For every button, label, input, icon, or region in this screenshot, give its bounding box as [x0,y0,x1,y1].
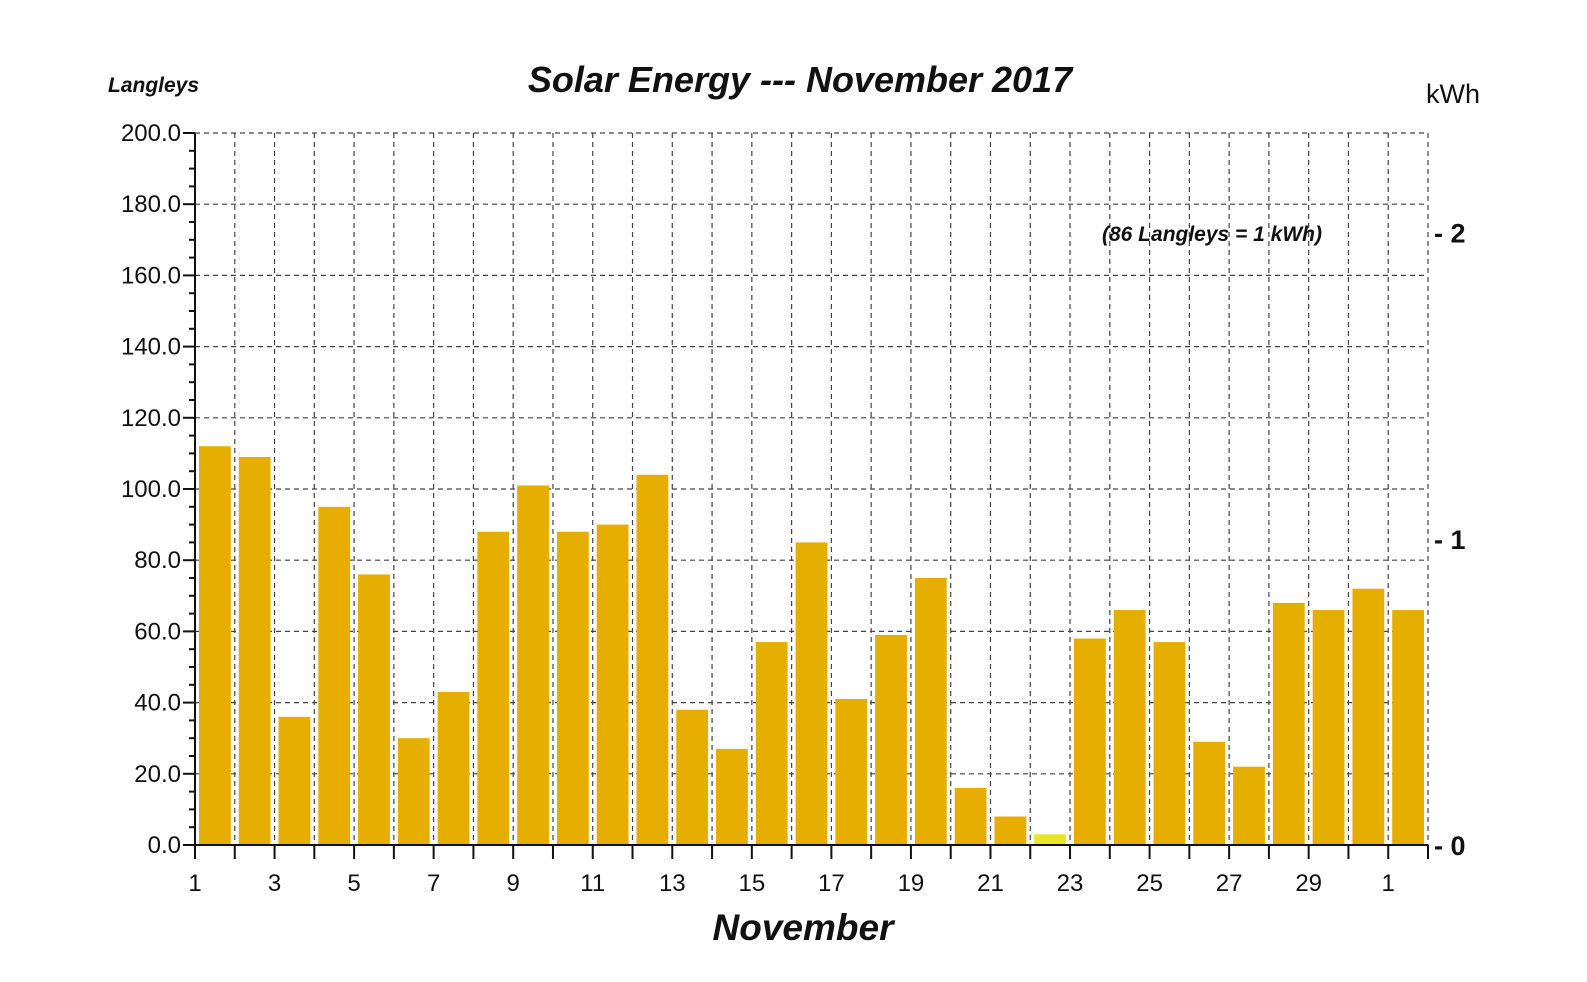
bar-day-22 [1034,834,1067,845]
y-tick-label: 140.0 [121,334,181,361]
right-kwh-tick-label: - 0 [1434,831,1466,861]
bar-day-9 [517,485,549,845]
y-tick-label: 120.0 [121,405,181,432]
bar-day-27 [1233,766,1265,845]
x-tick-label: 1 [188,870,201,897]
bar-day-25 [1153,642,1186,845]
bar-day-3 [278,716,311,845]
y-axis-label-left: Langleys [108,74,199,97]
axes [183,132,1429,859]
y-tick-label: 100.0 [121,476,181,503]
bar-day-14 [716,748,748,845]
bar-day-8 [477,531,510,845]
bar-day-29 [1312,610,1345,845]
x-tick-label: 29 [1295,870,1322,897]
x-tick-label: 5 [347,870,360,897]
x-tick-label: 15 [738,870,765,897]
y-tick-label: 40.0 [134,690,181,717]
bar-day-26 [1193,741,1226,845]
bar-day-11 [596,524,629,845]
y-tick-label: 160.0 [121,262,181,289]
bar-day-21 [994,816,1027,845]
bars [198,446,1425,845]
bar-day-15 [755,642,788,845]
x-tick-label: 21 [977,870,1004,897]
bar-day-5 [358,574,390,845]
conversion-note: (86 Langleys = 1 kWh) [1102,223,1322,246]
x-tick-label: 23 [1057,870,1084,897]
tick-labels: 0.0 20.0 40.0 60.0 80.0 100.0 120.0 140.0 160.0 1… [121,120,1466,897]
right-kwh-tick-label: - 2 [1434,219,1466,249]
bar-day-18 [875,634,907,845]
x-tick-label: 7 [427,870,440,897]
x-tick-label: 17 [818,870,845,897]
bar-day-7 [437,691,470,845]
bar-day-23 [1074,638,1106,845]
bar-day-28 [1272,602,1305,845]
x-tick-label: 11 [580,870,605,897]
bar-day-10 [556,531,589,845]
x-tick-label: 27 [1216,870,1243,897]
bar-day-13 [676,709,709,845]
bar-day-2 [238,456,271,845]
bar-day-16 [795,542,828,845]
bar-day-24 [1113,610,1146,845]
x-tick-label: 1 [1382,870,1395,897]
y-axis-label-right: kWh [1426,79,1480,109]
bar-day-19 [914,578,947,845]
bar-day-30 [1352,588,1385,845]
x-tick-label: 19 [898,870,925,897]
x-tick-label: 25 [1136,870,1163,897]
bar-day-20 [954,788,987,845]
x-tick-label: 3 [268,870,281,897]
bar-day-1 [1392,610,1425,845]
bar-day-4 [318,506,351,845]
bar-day-6 [397,738,430,845]
bar-day-12 [636,474,669,845]
right-kwh-tick-label: - 1 [1434,525,1466,555]
x-tick-label: 13 [659,870,686,897]
y-tick-label: 180.0 [121,191,181,218]
x-tick-label: 9 [507,870,520,897]
grid-lines [195,132,1429,845]
x-axis-label: November [713,907,897,948]
chart-title: Solar Energy --- November 2017 [528,59,1074,100]
y-tick-label: 80.0 [134,547,181,574]
y-tick-label: 20.0 [134,761,181,788]
y-tick-label: 60.0 [134,618,181,645]
bar-day-1 [198,446,231,845]
bar-day-17 [835,699,868,845]
y-tick-label: 200.0 [121,120,181,147]
y-tick-label: 0.0 [148,832,181,859]
